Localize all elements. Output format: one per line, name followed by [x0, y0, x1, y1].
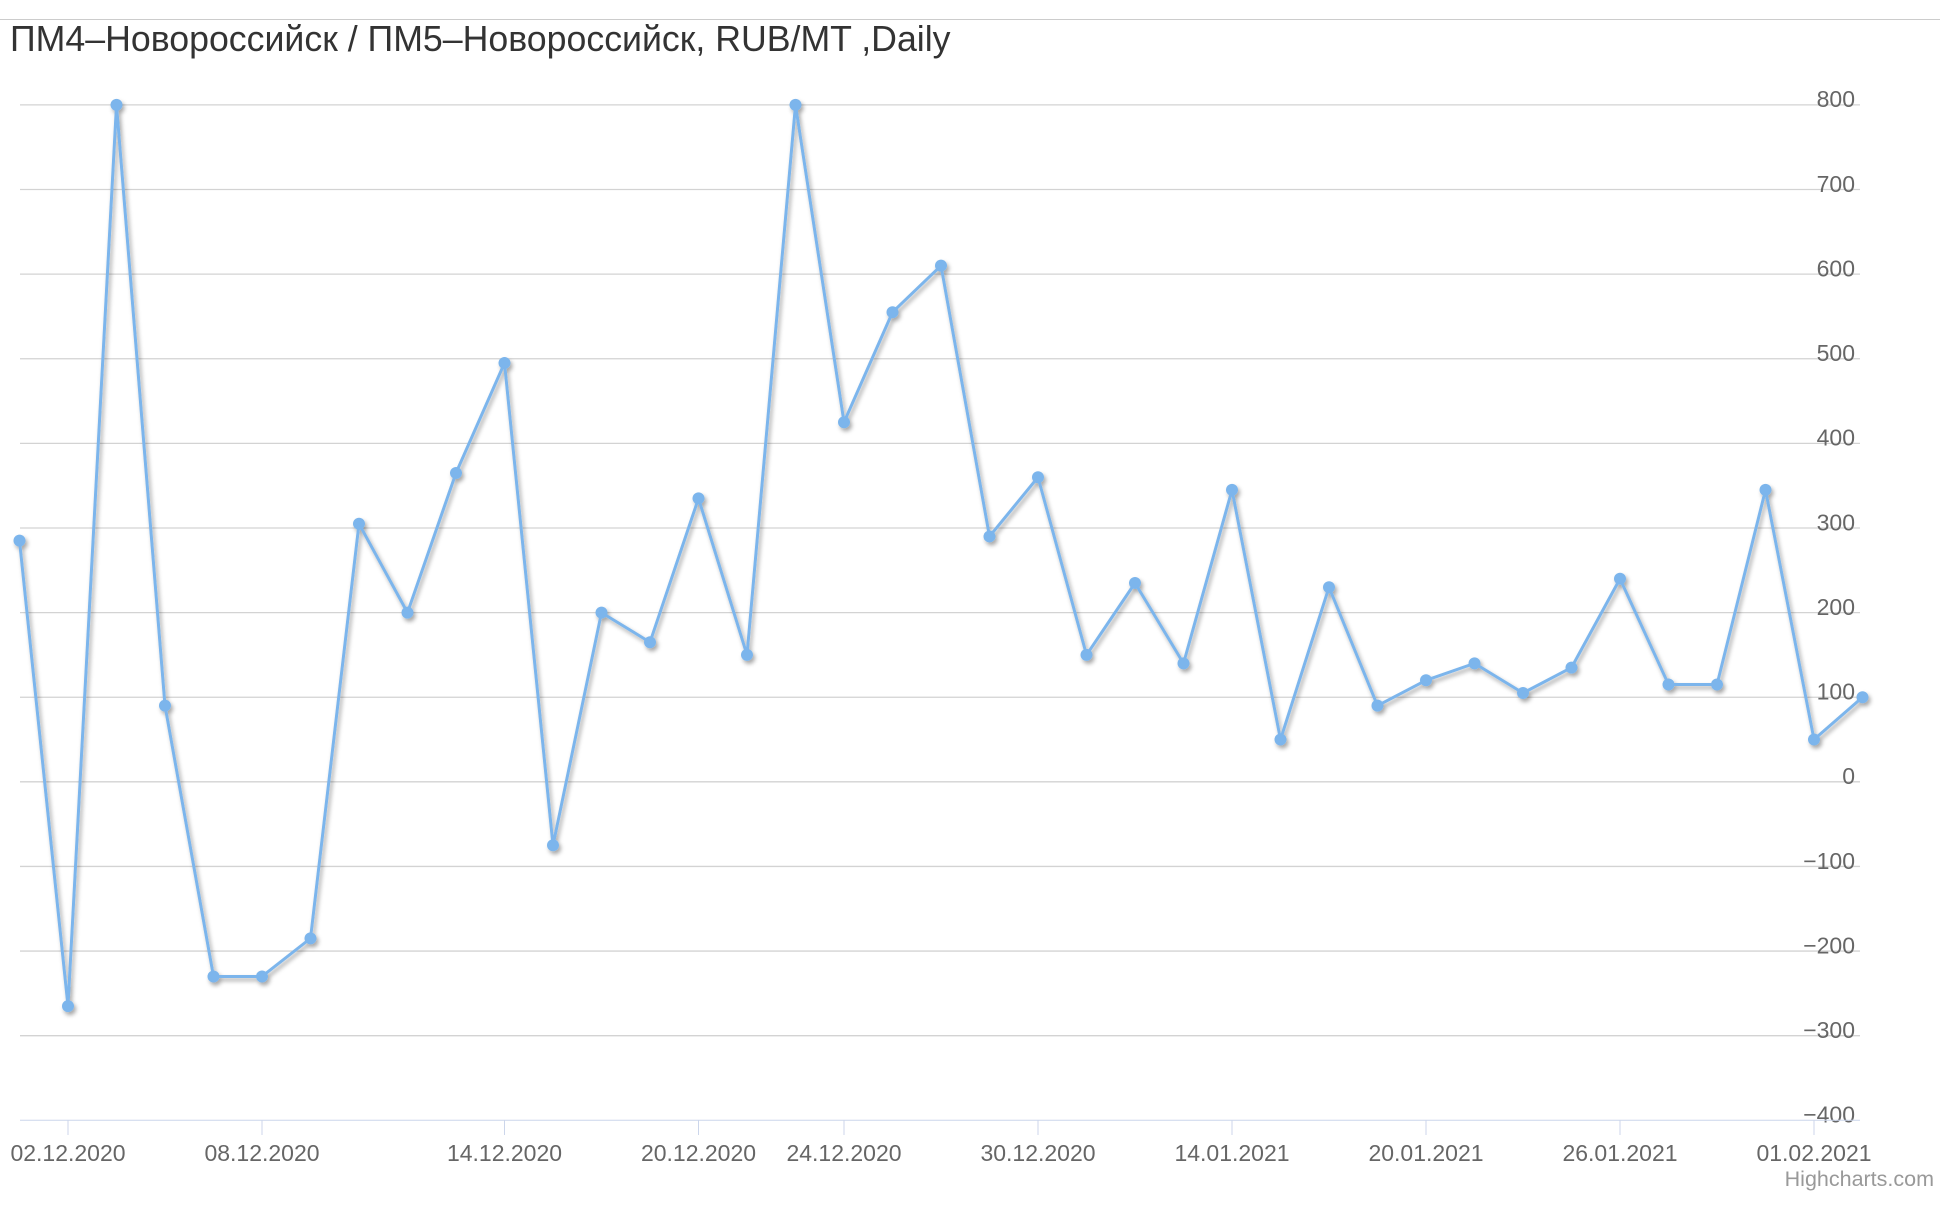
svg-text:14.12.2020: 14.12.2020 — [447, 1140, 562, 1166]
svg-text:800: 800 — [1817, 86, 1855, 112]
svg-text:−400: −400 — [1803, 1102, 1855, 1128]
svg-text:600: 600 — [1817, 255, 1855, 281]
svg-text:700: 700 — [1817, 171, 1855, 197]
svg-text:300: 300 — [1817, 509, 1855, 535]
svg-text:30.12.2020: 30.12.2020 — [980, 1140, 1095, 1166]
svg-text:400: 400 — [1817, 425, 1855, 451]
svg-text:20.12.2020: 20.12.2020 — [641, 1140, 756, 1166]
svg-text:20.01.2021: 20.01.2021 — [1368, 1140, 1483, 1166]
svg-text:−200: −200 — [1803, 932, 1855, 958]
svg-text:01.02.2021: 01.02.2021 — [1756, 1140, 1871, 1166]
svg-text:500: 500 — [1817, 340, 1855, 366]
svg-text:26.01.2021: 26.01.2021 — [1562, 1140, 1677, 1166]
svg-text:−300: −300 — [1803, 1017, 1855, 1043]
svg-text:0: 0 — [1842, 763, 1855, 789]
svg-text:02.12.2020: 02.12.2020 — [10, 1140, 125, 1166]
svg-text:24.12.2020: 24.12.2020 — [786, 1140, 901, 1166]
svg-text:14.01.2021: 14.01.2021 — [1174, 1140, 1289, 1166]
svg-text:200: 200 — [1817, 594, 1855, 620]
svg-text:−100: −100 — [1803, 848, 1855, 874]
svg-text:100: 100 — [1817, 679, 1855, 705]
svg-text:08.12.2020: 08.12.2020 — [204, 1140, 319, 1166]
